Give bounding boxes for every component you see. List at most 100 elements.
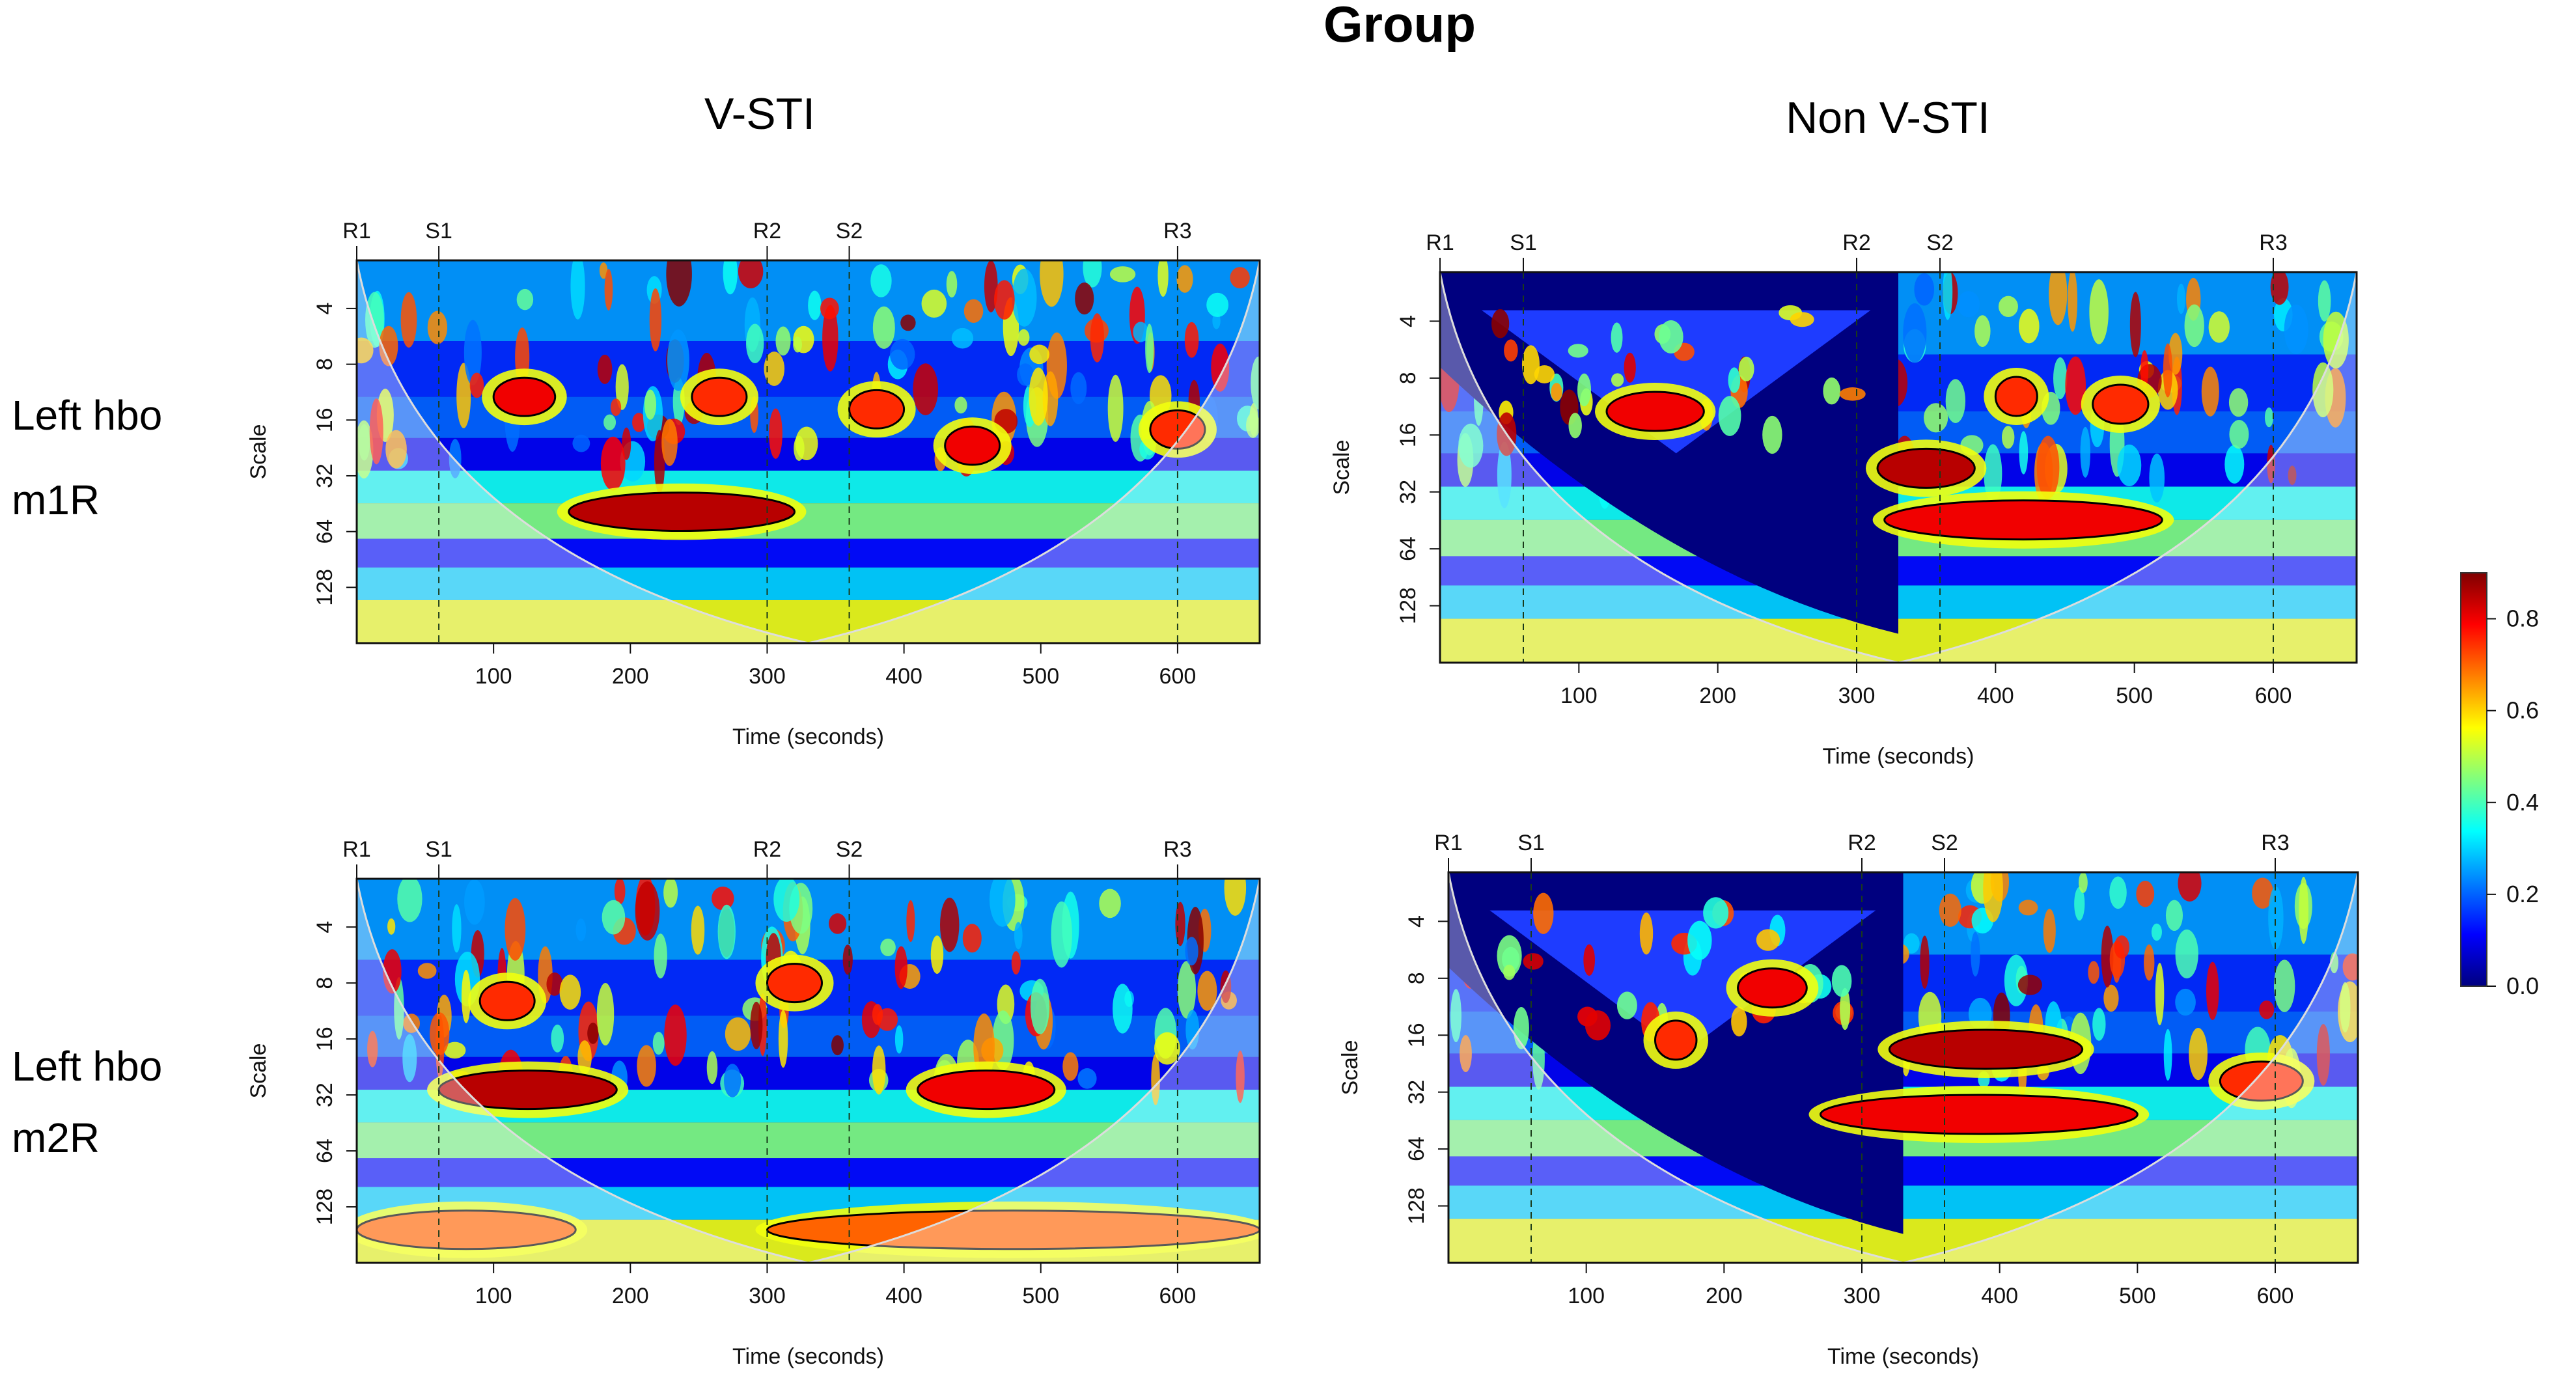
row-label-2-line-1: Left hbo: [12, 1043, 162, 1090]
high-coherence-region: [1737, 967, 1808, 1009]
texture-blob: [602, 900, 626, 935]
texture-blob: [2079, 872, 2088, 893]
texture-blob: [430, 1012, 450, 1056]
texture-blob: [2065, 356, 2086, 415]
plot-frame: [355, 877, 1261, 1264]
texture-blob: [900, 314, 916, 331]
texture-blob: [1568, 413, 1582, 439]
event-marker-label: R3: [2259, 230, 2287, 255]
texture-blob: [808, 290, 822, 320]
x-tick-label: 100: [475, 1284, 512, 1308]
texture-blob: [2043, 909, 2056, 953]
cone-of-influence-line: [1448, 872, 2358, 1263]
texture-blob: [717, 904, 736, 959]
texture-blob: [1983, 872, 2003, 922]
texture-blob: [870, 264, 892, 297]
texture-blob: [1224, 879, 1247, 916]
texture-blob: [1458, 423, 1484, 468]
texture-blob: [2177, 283, 2185, 314]
texture-blob: [1616, 991, 1637, 1019]
texture-blob: [1945, 379, 1966, 423]
texture-blob: [652, 1032, 665, 1055]
event-marker-label: R1: [1434, 831, 1462, 855]
texture-blob: [1939, 893, 1961, 927]
texture-blob: [1077, 1068, 1097, 1089]
texture-blob: [2103, 984, 2119, 1012]
texture-blob: [1017, 363, 1034, 386]
y-tick-label: 32: [1396, 480, 1420, 504]
cone-of-influence-shade: [357, 260, 1260, 643]
texture-blob: [1687, 920, 1712, 960]
texture-blob: [1504, 339, 1518, 362]
texture-blob: [842, 944, 853, 975]
texture-blob: [1903, 303, 1927, 363]
y-axis-label: Scale: [1338, 1040, 1363, 1095]
row-label-2-line-2: m2R: [12, 1114, 100, 1161]
texture-blob: [1090, 313, 1105, 363]
texture-blob: [1611, 373, 1624, 387]
high-coherence-region: [357, 1209, 577, 1250]
texture-blob: [397, 879, 422, 922]
texture-blob: [1075, 283, 1094, 315]
y-tick-label: 128: [1404, 1187, 1429, 1224]
texture-blob: [1577, 373, 1592, 407]
texture-blob: [464, 320, 482, 385]
y-tick-label: 128: [1396, 587, 1420, 624]
texture-blob: [1551, 383, 1562, 402]
texture-blob: [2268, 886, 2284, 950]
texture-blob: [2299, 876, 2309, 944]
texture-blob: [2264, 407, 2274, 428]
event-marker-label: R3: [1163, 837, 1191, 862]
texture-blob: [1040, 260, 1064, 307]
x-tick-label: 100: [1568, 1284, 1605, 1308]
texture-blob: [1611, 322, 1623, 353]
texture-blob: [2001, 426, 2015, 449]
texture-blob: [1639, 912, 1654, 955]
scale-band: [357, 1158, 1260, 1187]
cone-of-influence-shade: [357, 879, 1260, 1263]
texture-blob: [1185, 1010, 1200, 1050]
texture-blob: [2080, 426, 2090, 478]
y-tick-label: 64: [312, 519, 337, 544]
texture-blob: [2049, 272, 2068, 325]
texture-blob: [443, 1042, 466, 1059]
texture-blob: [2068, 272, 2078, 332]
texture-blob: [880, 938, 896, 957]
texture-blob: [1236, 1050, 1245, 1103]
texture-blob: [1450, 989, 1461, 1043]
texture-blob: [2088, 961, 2099, 984]
event-marker-label: S1: [1510, 230, 1537, 255]
row-label-1-line-2: m1R: [12, 476, 100, 523]
texture-blob: [2018, 900, 2038, 916]
texture-blob: [1943, 272, 1953, 320]
x-tick-label: 200: [1699, 683, 1736, 708]
texture-blob: [1831, 965, 1852, 997]
texture-blob: [2117, 444, 2142, 487]
texture-blob: [597, 354, 613, 384]
texture-blob: [1920, 935, 1930, 989]
y-tick-label: 16: [1404, 1023, 1429, 1047]
texture-blob: [2342, 953, 2358, 981]
cone-of-influence-line: [357, 879, 1260, 1263]
texture-blob: [1503, 965, 1516, 980]
y-tick-label: 128: [312, 569, 337, 606]
texture-blob: [993, 280, 1015, 320]
high-coherence-region: [1883, 499, 2163, 541]
event-marker-label: S1: [425, 837, 452, 862]
event-marker-label: R3: [1163, 219, 1191, 243]
texture-blob: [2189, 1028, 2208, 1081]
texture-blob: [635, 881, 660, 941]
high-coherence-region: [848, 389, 906, 430]
high-coherence-region: [1820, 1094, 2139, 1135]
texture-blob: [930, 935, 944, 974]
texture-blob: [1018, 329, 1030, 346]
texture-blob: [570, 260, 585, 320]
texture-blob: [365, 292, 384, 348]
texture-blob: [2092, 1008, 2106, 1041]
x-tick-label: 500: [2119, 1284, 2156, 1308]
texture-blob: [1030, 978, 1050, 1034]
plot-area: [1448, 872, 2358, 1263]
texture-blob: [2318, 280, 2331, 322]
high-coherence-region: [1994, 376, 2038, 417]
event-marker-label: S1: [1517, 831, 1545, 855]
